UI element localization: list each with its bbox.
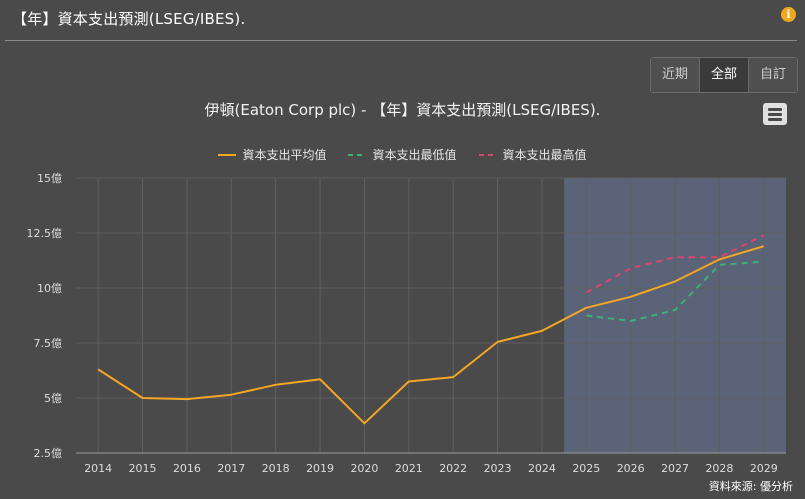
legend-swatch-high <box>478 153 497 156</box>
header: 【年】資本支出預測(LSEG/IBES). i <box>0 0 805 40</box>
range-recent-button[interactable]: 近期 <box>651 58 700 92</box>
y-tick-label: 2.5億 <box>34 447 63 460</box>
legend-label-high: 資本支出最高值 <box>502 148 587 162</box>
series-line-high <box>585 234 765 294</box>
page-title: 【年】資本支出預測(LSEG/IBES). <box>12 10 246 28</box>
legend-swatch-average <box>218 153 237 156</box>
legend-label-low: 資本支出最低值 <box>372 148 457 162</box>
series-line-average <box>97 245 765 425</box>
chart-title: 伊頓(Eaton Corp plc) - 【年】資本支出預測(LSEG/IBES… <box>204 101 601 119</box>
x-tick-label: 2014 <box>84 462 112 475</box>
legend-swatch-low <box>348 153 367 156</box>
x-tick-label: 2021 <box>395 462 423 475</box>
info-icon[interactable]: i <box>781 7 796 22</box>
legend-label-average: 資本支出平均值 <box>242 148 327 162</box>
x-tick-label: 2026 <box>617 462 645 475</box>
y-tick-label: 12.5億 <box>27 227 63 240</box>
x-tick-label: 2024 <box>528 462 556 475</box>
x-tick-label: 2028 <box>705 462 733 475</box>
legend-item-high[interactable]: 資本支出最高值 <box>478 146 587 163</box>
x-tick-label: 2015 <box>129 462 157 475</box>
source-note: 資料來源: 優分析 <box>708 480 793 493</box>
y-tick-label: 5億 <box>44 392 62 405</box>
x-tick-label: 2018 <box>262 462 290 475</box>
y-tick-label: 10億 <box>37 282 62 295</box>
range-selector: 近期 全部 自訂 <box>650 57 798 93</box>
x-tick-label: 2022 <box>439 462 467 475</box>
range-custom-button[interactable]: 自訂 <box>749 58 797 92</box>
x-tick-label: 2020 <box>350 462 378 475</box>
legend-item-average[interactable]: 資本支出平均值 <box>218 146 326 163</box>
x-tick-label: 2029 <box>750 462 778 475</box>
series-line-low <box>586 260 764 322</box>
range-all-button[interactable]: 全部 <box>700 58 749 92</box>
legend: 資本支出平均值 資本支出最低值 資本支出最高值 <box>0 146 805 163</box>
x-tick-label: 2017 <box>217 462 245 475</box>
divider <box>5 40 797 41</box>
x-tick-label: 2016 <box>173 462 201 475</box>
y-tick-label: 7.5億 <box>34 337 63 350</box>
x-tick-label: 2019 <box>306 462 334 475</box>
x-tick-label: 2023 <box>484 462 512 475</box>
x-tick-label: 2027 <box>661 462 689 475</box>
x-tick-label: 2025 <box>572 462 600 475</box>
legend-item-low[interactable]: 資本支出最低值 <box>348 146 457 163</box>
chart-menu-icon[interactable] <box>763 103 787 125</box>
y-tick-label: 15億 <box>37 172 62 185</box>
